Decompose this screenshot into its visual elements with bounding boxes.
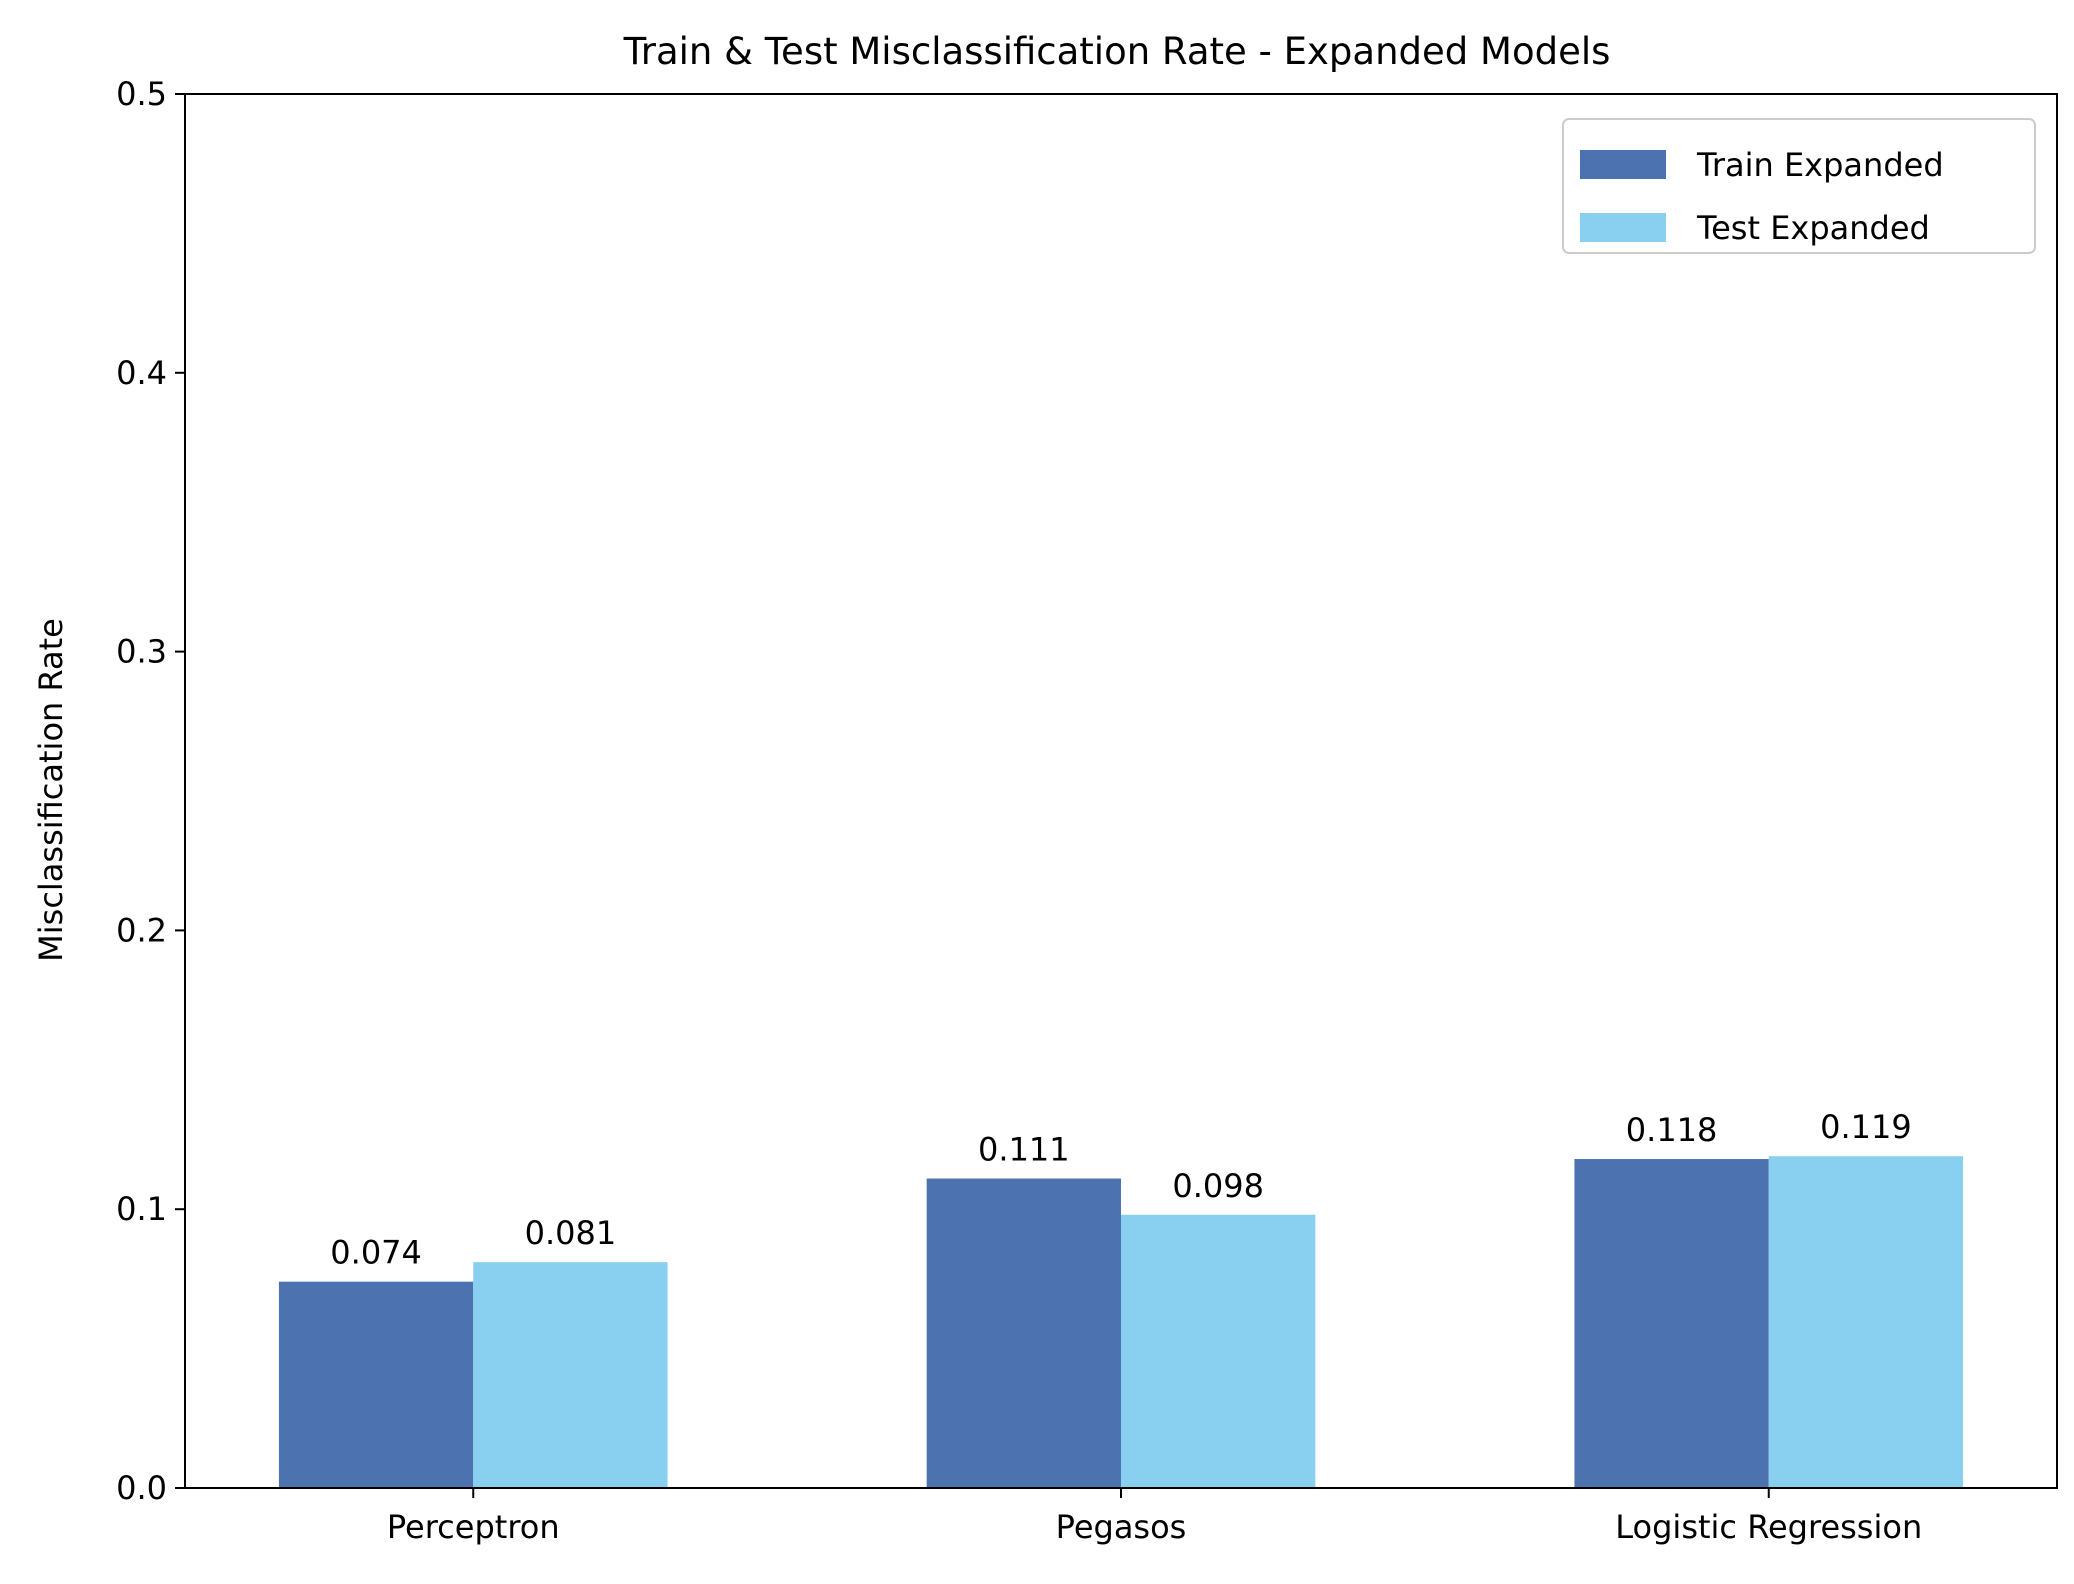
y-tick-label: 0.3 <box>116 633 167 671</box>
x-tick-label: Pegasos <box>1056 1508 1187 1546</box>
bars-layer <box>278 1156 1964 1488</box>
plot-area-frame <box>184 93 2058 1489</box>
bar-value-label: 0.098 <box>1172 1167 1264 1205</box>
bar-test-2 <box>1768 1156 1964 1488</box>
legend-swatch-test <box>1580 213 1666 242</box>
x-tick-label: Logistic Regression <box>1615 1508 1922 1546</box>
y-tick-label: 0.4 <box>116 354 167 392</box>
legend-label-test: Test Expanded <box>1696 209 1930 247</box>
legend-swatch-train <box>1580 150 1666 179</box>
y-tick-label: 0.2 <box>116 911 167 949</box>
y-axis-label: Misclassification Rate <box>32 618 70 962</box>
bar-test-1 <box>1121 1214 1316 1488</box>
bar-labels-layer: 0.074 0.111 0.118 0.081 0.098 0.119 <box>330 1108 1911 1271</box>
legend-label-train: Train Expanded <box>1696 146 1944 184</box>
bar-value-label: 0.119 <box>1820 1108 1912 1146</box>
x-axis-ticks: Perceptron Pegasos Logistic Regression <box>387 1488 1922 1546</box>
y-tick-label: 0.1 <box>116 1190 167 1228</box>
bar-train-0 <box>278 1281 474 1488</box>
bar-test-0 <box>473 1262 668 1488</box>
y-axis-ticks: 0.0 0.1 0.2 0.3 0.4 0.5 <box>116 75 185 1507</box>
bar-train-2 <box>1574 1159 1769 1488</box>
x-tick-label: Perceptron <box>387 1508 560 1546</box>
bar-value-label: 0.111 <box>978 1131 1070 1169</box>
legend: Train Expanded Test Expanded <box>1562 118 2036 254</box>
y-tick-label: 0.5 <box>116 75 167 113</box>
chart-title: Train & Test Misclassification Rate - Ex… <box>623 30 1611 73</box>
bar-value-label: 0.118 <box>1626 1111 1718 1149</box>
bar-value-label: 0.074 <box>330 1234 422 1272</box>
y-tick-label: 0.0 <box>116 1469 167 1507</box>
legend-box <box>1562 118 2036 254</box>
bar-value-label: 0.081 <box>525 1214 617 1252</box>
bar-train-1 <box>926 1178 1121 1488</box>
